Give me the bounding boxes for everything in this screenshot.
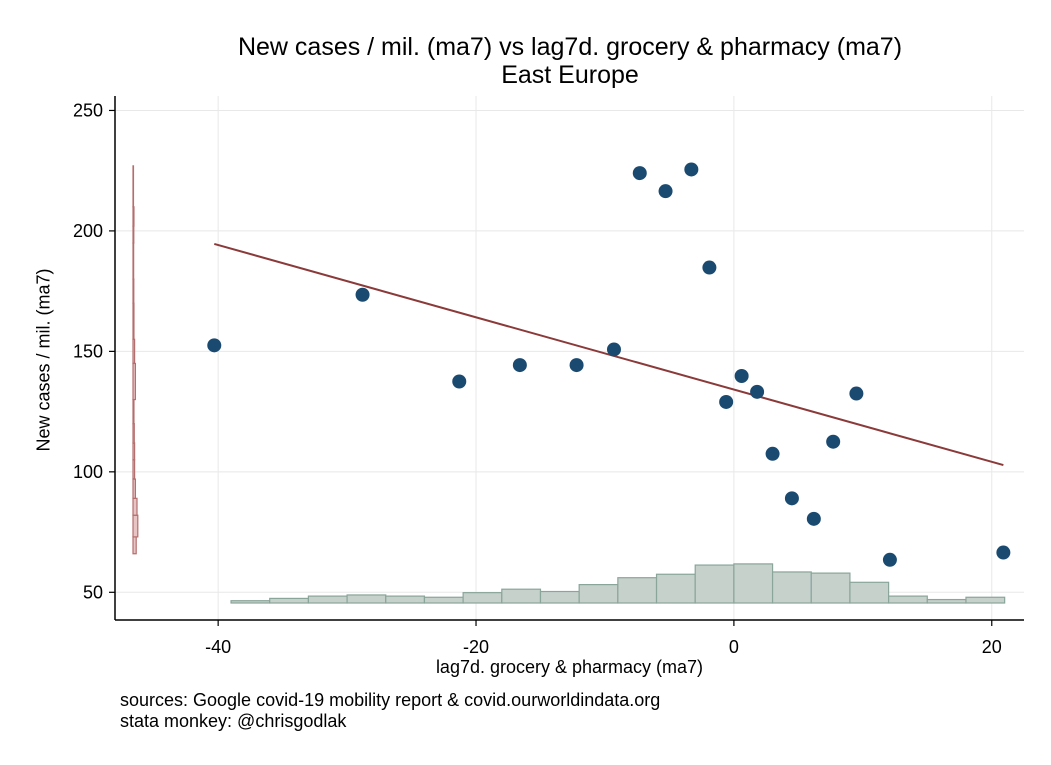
x-histogram-bar <box>269 597 310 604</box>
scatter-point <box>684 162 699 177</box>
scatter-point <box>512 358 527 373</box>
x-histogram-bar <box>733 563 774 604</box>
scatter-point <box>355 287 370 302</box>
x-histogram-bar <box>539 590 580 604</box>
x-histogram-bar <box>462 592 503 604</box>
scatter-point <box>632 166 647 181</box>
x-tick-label: -20 <box>463 637 489 657</box>
y-histogram-bar <box>132 242 135 280</box>
x-histogram-bar <box>346 594 387 604</box>
x-tick-label: -40 <box>205 637 231 657</box>
y-tick-label: 150 <box>73 341 103 361</box>
scatter-point <box>806 511 821 526</box>
x-histogram-bar <box>965 596 1006 604</box>
x-histogram-bar <box>578 583 619 604</box>
credit-note: stata monkey: @chrisgodlak <box>120 711 347 731</box>
scatter-point <box>207 338 222 353</box>
x-histogram <box>230 563 1006 604</box>
y-histogram-bar <box>132 398 135 425</box>
scatter-point <box>784 491 799 506</box>
y-tick-label: 50 <box>83 582 103 602</box>
y-histogram-bar <box>132 497 138 516</box>
y-histogram-bar <box>132 225 135 244</box>
scatter-points <box>207 162 1011 567</box>
fit-line <box>214 242 1004 467</box>
x-histogram-bar <box>385 595 426 604</box>
y-histogram-bar <box>132 514 139 538</box>
y-histogram-bar <box>132 442 136 461</box>
x-histogram-bar <box>926 598 967 604</box>
scatter-point <box>569 358 584 373</box>
x-histogram-bar <box>694 564 735 604</box>
y-histogram-bar <box>132 423 135 444</box>
scatter-point <box>702 260 717 275</box>
y-histogram-bar <box>132 338 136 365</box>
scatter-point <box>452 374 467 389</box>
y-histogram-bar <box>132 478 137 499</box>
source-note: sources: Google covid-19 mobility report… <box>120 690 661 710</box>
x-tick-label: 0 <box>729 637 739 657</box>
x-histogram-bar <box>501 588 542 604</box>
y-histogram-bar <box>132 459 136 480</box>
y-histogram-bar <box>132 206 135 227</box>
y-histogram-bar <box>132 536 137 555</box>
scatter-point <box>658 184 673 199</box>
chart-title: New cases / mil. (ma7) vs lag7d. grocery… <box>237 33 903 61</box>
scatter-point <box>719 394 734 409</box>
x-histogram-bar <box>230 600 271 604</box>
y-tick-label: 100 <box>73 462 103 482</box>
x-histogram-bar <box>849 581 890 604</box>
x-axis-label: lag7d. grocery & pharmacy (ma7) <box>435 657 704 677</box>
scatter-point <box>996 545 1011 560</box>
y-histogram-bar <box>132 302 135 340</box>
x-histogram-bar <box>617 577 658 604</box>
y-histogram-bar <box>132 278 135 304</box>
scatter-point <box>734 368 749 383</box>
x-histogram-bar <box>655 573 696 604</box>
scatter-point <box>750 384 765 399</box>
x-histogram-bar <box>888 595 928 604</box>
chart-subtitle: East Europe <box>501 61 639 89</box>
y-axis-label: New cases / mil. (ma7) <box>33 268 54 452</box>
scatter-point <box>849 386 864 401</box>
grid <box>115 96 1024 620</box>
scatter-point <box>882 552 897 567</box>
y-tick-label: 250 <box>73 100 103 120</box>
x-tick-label: 20 <box>982 637 1002 657</box>
scatter-point <box>765 446 780 461</box>
axes: 50 100 150 200 250 -40 -20 0 20 <box>73 96 1024 657</box>
y-tick-label: 200 <box>73 221 103 241</box>
scatter-point <box>606 342 621 357</box>
x-histogram-bar <box>307 595 348 604</box>
x-histogram-bar <box>771 571 812 604</box>
fit-line-layer <box>214 242 1004 467</box>
y-histogram-bar <box>132 362 137 401</box>
y-histogram <box>132 165 139 555</box>
x-histogram-bar <box>810 572 851 604</box>
scatter-point <box>826 434 841 449</box>
x-histogram-bar <box>423 596 464 604</box>
